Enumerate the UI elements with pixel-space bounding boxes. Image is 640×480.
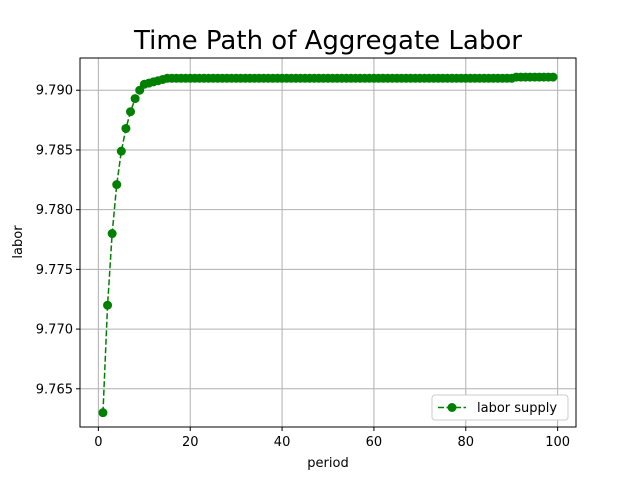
y-tick-label: 9.785 — [36, 143, 73, 158]
data-point — [130, 94, 140, 104]
data-point — [107, 229, 117, 239]
x-axis-ticks: 0 20 40 60 80 100 — [94, 427, 570, 450]
x-tick-label: 100 — [545, 435, 570, 450]
y-tick-label: 9.770 — [36, 323, 73, 338]
series-layer — [98, 72, 558, 418]
x-tick-label: 20 — [182, 435, 199, 450]
legend-label: labor supply — [477, 401, 557, 416]
data-point — [126, 107, 136, 117]
x-tick-label: 80 — [458, 435, 475, 450]
x-tick-label: 0 — [94, 435, 102, 450]
x-tick-label: 40 — [274, 435, 291, 450]
data-point — [116, 146, 126, 156]
y-tick-label: 9.780 — [36, 203, 73, 218]
legend: labor supply — [431, 394, 569, 421]
legend-box — [431, 394, 569, 421]
data-point — [98, 408, 108, 418]
legend-marker — [447, 403, 457, 412]
grid-lines — [80, 58, 576, 427]
y-tick-label: 9.765 — [36, 382, 73, 397]
y-axis-ticks: 9.765 9.770 9.775 9.780 9.785 9.790 — [36, 84, 80, 397]
x-axis-label: period — [307, 456, 348, 471]
data-point — [121, 123, 131, 133]
data-point — [548, 72, 558, 82]
y-tick-label: 9.775 — [36, 263, 73, 278]
data-point — [103, 300, 113, 310]
chart-title: Time Path of Aggregate Labor — [133, 26, 522, 56]
y-tick-label: 9.790 — [36, 84, 73, 99]
y-axis-label: labor — [11, 225, 26, 259]
data-point — [112, 180, 122, 190]
plot-frame — [79, 57, 577, 428]
plot-area — [80, 58, 576, 427]
x-tick-label: 60 — [366, 435, 383, 450]
